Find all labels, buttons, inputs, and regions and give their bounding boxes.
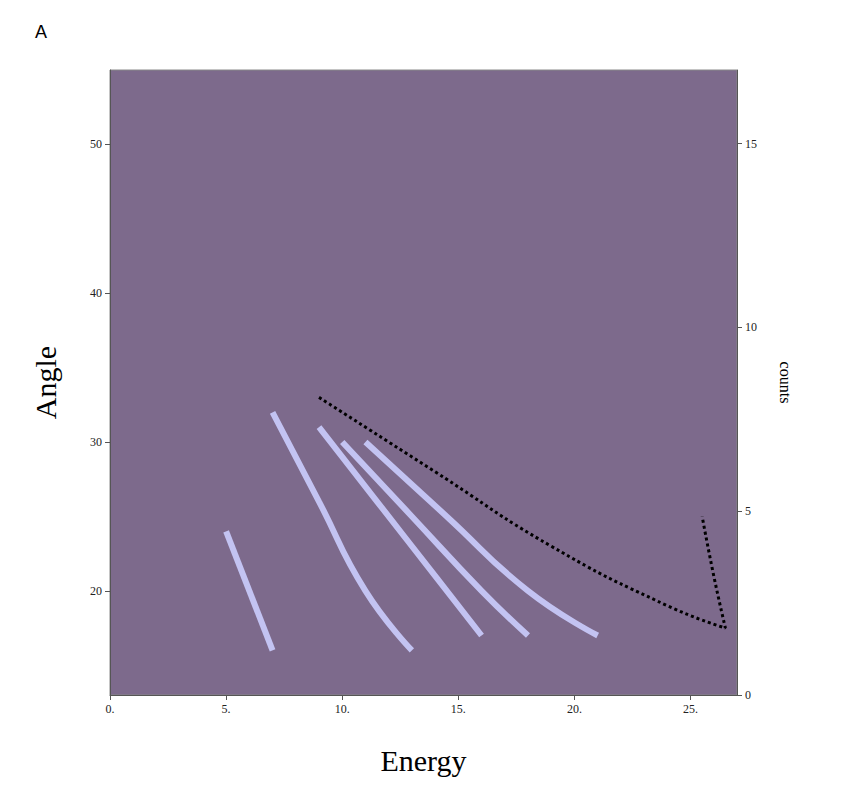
svg-text:10.: 10.: [335, 702, 350, 716]
svg-text:20.: 20.: [567, 702, 582, 716]
svg-text:0: 0: [745, 688, 751, 702]
svg-text:30: 30: [90, 435, 102, 449]
svg-text:50: 50: [90, 137, 102, 151]
svg-text:10: 10: [745, 320, 757, 334]
svg-text:0.: 0.: [106, 702, 115, 716]
svg-text:20: 20: [90, 584, 102, 598]
svg-text:25.: 25.: [683, 702, 698, 716]
svg-text:A: A: [35, 22, 47, 42]
svg-text:5: 5: [745, 504, 751, 518]
svg-text:15.: 15.: [451, 702, 466, 716]
svg-text:counts: counts: [777, 362, 794, 404]
svg-text:5.: 5.: [222, 702, 231, 716]
svg-text:15: 15: [745, 137, 757, 151]
svg-text:Angle: Angle: [29, 346, 62, 419]
svg-text:40: 40: [90, 286, 102, 300]
svg-text:Energy: Energy: [380, 744, 466, 777]
